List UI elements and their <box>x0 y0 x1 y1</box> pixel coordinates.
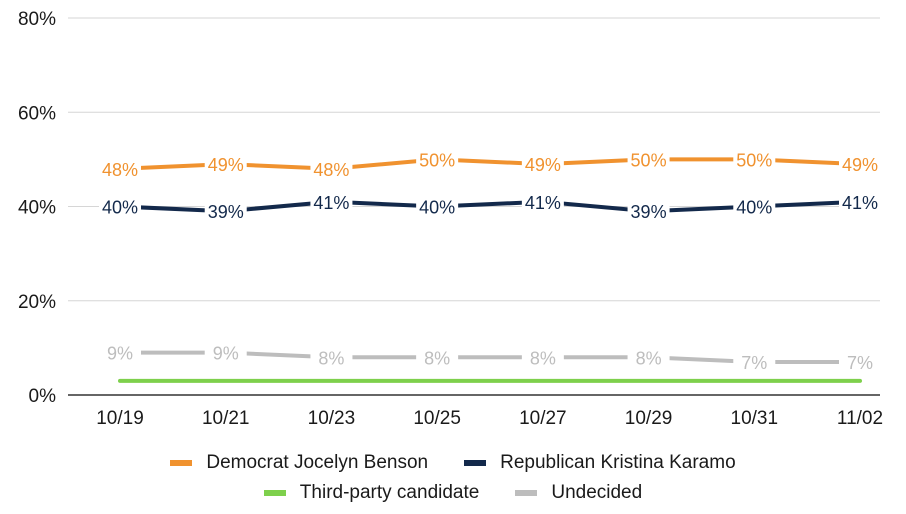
x-tick-label: 10/29 <box>625 408 673 429</box>
data-label-background <box>99 341 141 364</box>
data-label-background <box>627 200 670 223</box>
data-label: 50% <box>419 150 455 170</box>
data-label-background <box>204 153 247 176</box>
data-label-background <box>204 200 247 223</box>
data-label-background <box>416 195 459 218</box>
data-label-background <box>521 346 564 369</box>
data-label: 41% <box>525 193 561 213</box>
data-label: 7% <box>741 353 767 373</box>
data-label: 8% <box>636 348 662 368</box>
data-label-background <box>99 195 141 218</box>
data-label: 9% <box>213 344 239 364</box>
data-label-background <box>521 153 564 176</box>
legend-item-benson: Democrat Jocelyn Benson <box>170 452 428 474</box>
data-label-background <box>310 190 353 213</box>
data-label-background <box>733 195 776 218</box>
data-label: 8% <box>530 348 556 368</box>
x-tick-label: 10/27 <box>519 408 567 429</box>
data-label: 40% <box>736 198 772 218</box>
data-label-background <box>839 153 881 176</box>
x-tick-label: 11/02 <box>837 408 883 429</box>
y-tick-label: 40% <box>18 198 56 219</box>
legend-label-benson: Democrat Jocelyn Benson <box>206 452 429 473</box>
data-label: 41% <box>842 193 878 213</box>
y-tick-label: 0% <box>29 386 57 407</box>
legend-label-undecided: Undecided <box>551 482 643 503</box>
data-label: 8% <box>318 348 344 368</box>
legend-swatch-undecided <box>515 490 538 496</box>
legend-item-third-party: Third-party candidate <box>263 482 480 504</box>
x-tick-label: 10/19 <box>96 408 144 429</box>
data-label: 50% <box>736 150 772 170</box>
data-label: 48% <box>313 160 349 180</box>
x-tick-label: 10/23 <box>308 408 356 429</box>
data-label-background <box>839 190 881 213</box>
legend: Democrat Jocelyn Benson Republican Krist… <box>0 448 906 514</box>
data-label: 49% <box>208 155 244 175</box>
data-label-background <box>627 346 670 369</box>
data-label-background <box>416 148 459 171</box>
legend-label-third-party: Third-party candidate <box>299 482 480 503</box>
x-axis: 10/19 10/21 10/23 10/25 10/27 10/29 10/31 11/02 <box>96 408 883 429</box>
line-chart: 0% 20% 40% 60% 80% 10/19 10/21 10/23 10/25 10/27… <box>18 9 883 429</box>
data-label: 50% <box>631 150 667 170</box>
legend-label-karamo: Republican Kristina Karamo <box>500 452 736 473</box>
data-label-background <box>733 351 776 374</box>
data-label-background <box>733 148 776 171</box>
y-axis: 0% 20% 40% 60% 80% <box>18 9 56 407</box>
x-tick-label: 10/21 <box>202 408 250 429</box>
legend-swatch-benson <box>170 460 193 466</box>
data-label: 49% <box>525 155 561 175</box>
data-label-background <box>521 190 564 213</box>
data-label: 8% <box>424 348 450 368</box>
data-label-background <box>839 351 881 374</box>
legend-item-undecided: Undecided <box>515 482 642 504</box>
data-label: 7% <box>847 353 873 373</box>
legend-row-1: Democrat Jocelyn Benson Republican Krist… <box>0 448 906 478</box>
y-tick-label: 60% <box>18 103 56 124</box>
legend-item-karamo: Republican Kristina Karamo <box>464 452 736 474</box>
legend-row-2: Third-party candidate Undecided <box>0 478 906 508</box>
data-label: 41% <box>313 193 349 213</box>
y-tick-label: 80% <box>18 9 56 30</box>
data-label-background <box>310 346 353 369</box>
data-labels: 48% 49% 48% 50% 49% 50% 50% 49% 40% 39% 41% 40% 41% 3… <box>99 148 881 374</box>
data-label: 40% <box>102 198 138 218</box>
data-label: 39% <box>631 202 667 222</box>
data-label-background <box>310 157 353 180</box>
legend-swatch-third-party <box>263 490 286 496</box>
data-label-background <box>99 157 141 180</box>
y-tick-label: 20% <box>18 292 56 313</box>
legend-swatch-karamo <box>464 460 487 466</box>
data-label: 49% <box>842 155 878 175</box>
data-label: 48% <box>102 160 138 180</box>
data-label: 9% <box>107 344 133 364</box>
data-label-background <box>627 148 670 171</box>
x-tick-label: 10/25 <box>413 408 461 429</box>
data-label: 39% <box>208 202 244 222</box>
data-label: 40% <box>419 198 455 218</box>
data-label-background <box>416 346 459 369</box>
data-label-background <box>204 341 247 364</box>
x-tick-label: 10/31 <box>731 408 779 429</box>
